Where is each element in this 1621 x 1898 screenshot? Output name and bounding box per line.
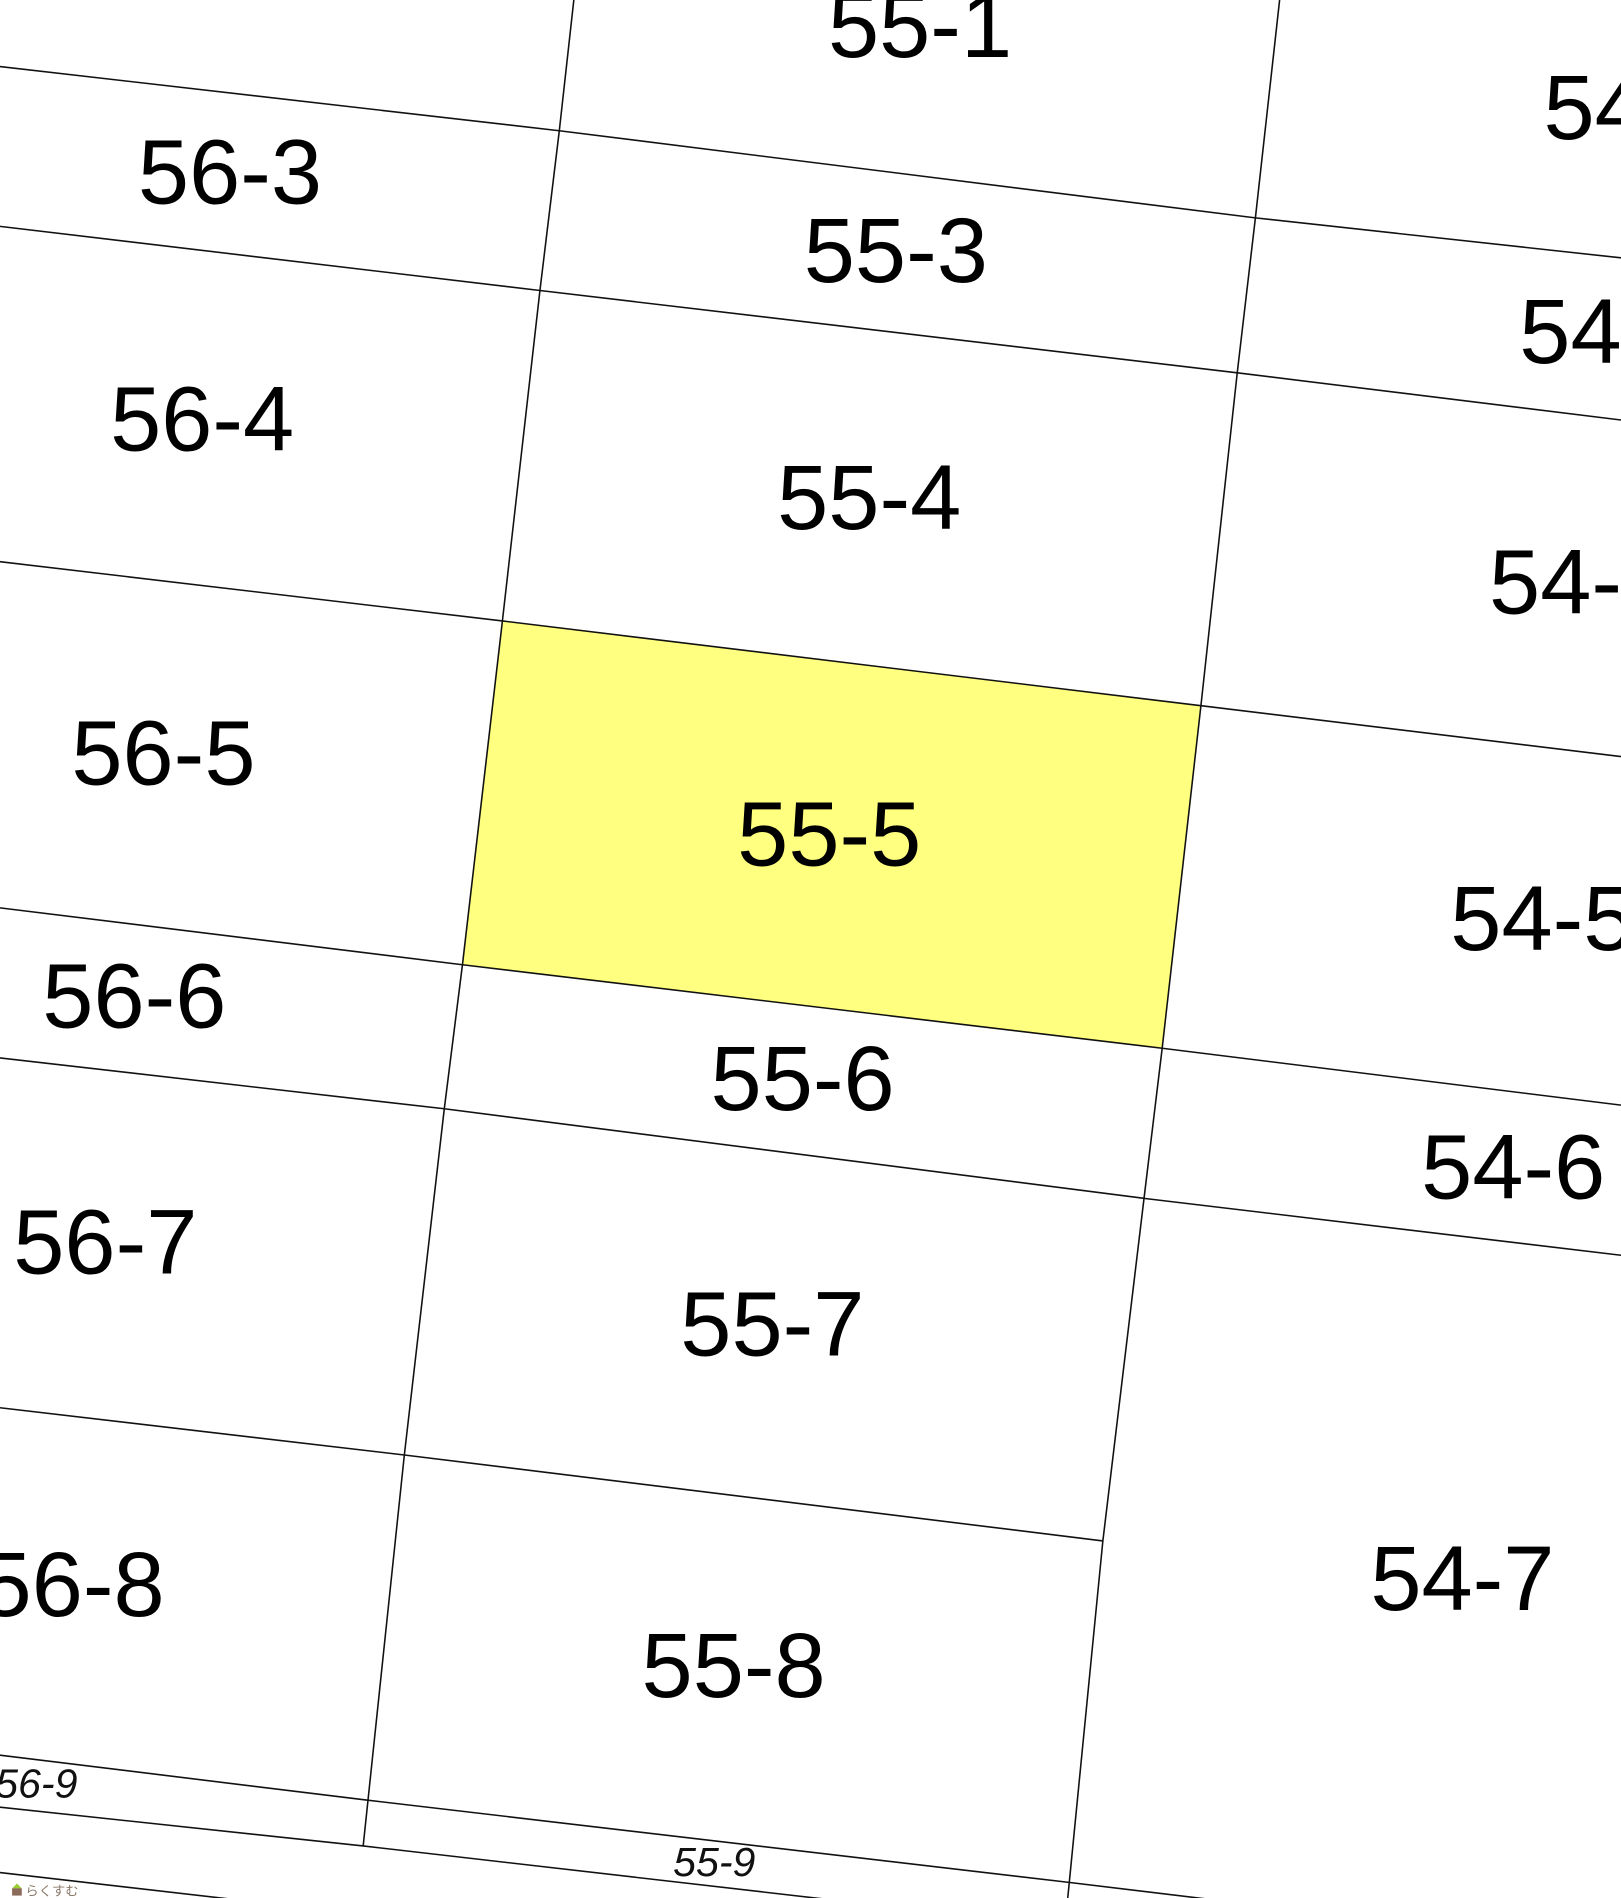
parcel-label[interactable]: 55-7	[680, 1274, 864, 1376]
highlighted-parcel-55-5[interactable]	[462, 620, 1201, 1049]
house-icon	[12, 1883, 22, 1889]
house-icon-body	[12, 1888, 22, 1896]
parcel-label[interactable]: 54	[1544, 57, 1621, 159]
watermark-logo: らくすむ	[12, 1883, 79, 1898]
parcel-label-small[interactable]: 55-9	[673, 1839, 755, 1885]
boundary-line	[0, 1406, 1103, 1542]
parcel-label-small[interactable]: 56-9	[0, 1761, 78, 1807]
parcel-label[interactable]: 55-4	[777, 447, 961, 549]
parcel-label[interactable]: 56-6	[42, 946, 226, 1048]
parcel-label[interactable]: 56-3	[138, 121, 322, 223]
parcel-label[interactable]: 55-3	[804, 200, 988, 302]
parcel-label[interactable]: 55-8	[642, 1615, 826, 1717]
parcel-label[interactable]: 55-1	[828, 0, 1012, 77]
parcel-label[interactable]: 56-8	[0, 1534, 165, 1636]
boundary-line	[0, 560, 1621, 758]
parcel-label[interactable]: 56-5	[71, 702, 255, 804]
boundary-line	[0, 1057, 1621, 1257]
parcel-label[interactable]: 55-6	[711, 1028, 895, 1130]
boundary-line	[0, 65, 1621, 259]
parcel-label[interactable]: 54-	[1489, 532, 1621, 634]
parcel-label[interactable]: 56-7	[13, 1191, 197, 1293]
parcel-label[interactable]: 56-4	[110, 368, 294, 470]
boundary-line	[0, 1754, 1206, 1898]
parcel-label[interactable]: 54-6	[1421, 1116, 1605, 1218]
boundary-line	[0, 225, 1621, 421]
boundary-line	[0, 1871, 228, 1898]
parcel-label[interactable]: 54-5	[1450, 868, 1621, 970]
boundary-line	[362, 0, 575, 1847]
parcel-label-highlighted[interactable]: 55-5	[737, 783, 921, 885]
parcel-label[interactable]: 54-7	[1370, 1528, 1554, 1630]
parcel-label[interactable]: 54-	[1519, 281, 1621, 383]
boundary-line	[0, 1806, 823, 1898]
boundary-line	[1066, 0, 1281, 1898]
boundary-line	[0, 907, 1621, 1106]
watermark-text: らくすむ	[25, 1884, 78, 1898]
